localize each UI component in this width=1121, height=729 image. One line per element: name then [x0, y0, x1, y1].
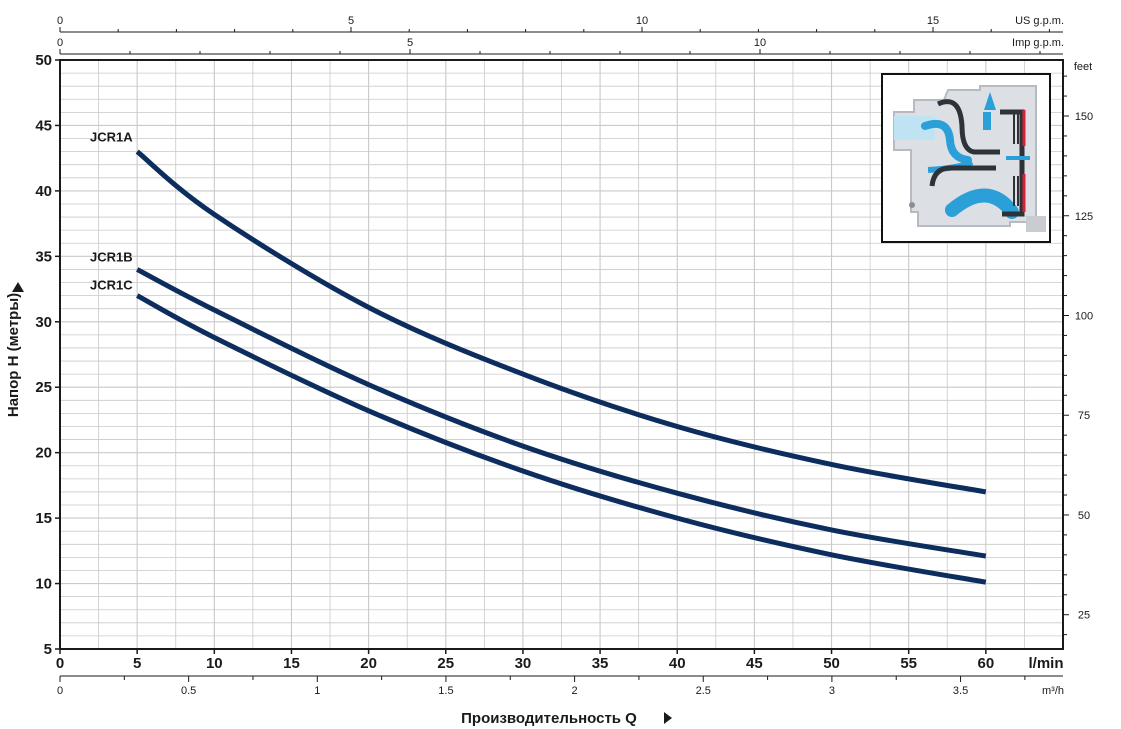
performance-curves: JCR1A JCR1B JCR1C — [90, 130, 987, 585]
imp-gpm-tick-label: 0 — [57, 37, 63, 49]
series-line-jcr1b — [136, 267, 987, 559]
m3h-tick-label: 1.5 — [438, 685, 453, 697]
us-gpm-tick-label: 15 — [927, 15, 939, 27]
x-axis-arrow-icon — [664, 712, 672, 724]
y-tick-label: 5 — [44, 641, 52, 658]
m3h-tick-label: 2.5 — [696, 685, 711, 697]
y-tick-label: 40 — [35, 183, 52, 200]
x-axis-title: Производительность Q — [461, 710, 637, 727]
y-tick-label: 35 — [35, 248, 52, 265]
x-tick-label: 5 — [133, 655, 141, 672]
x-tick-label: 60 — [978, 655, 995, 672]
feet-tick-label: 25 — [1078, 610, 1090, 622]
x-tick-label: 25 — [437, 655, 454, 672]
imp-gpm-tick-label: 5 — [407, 37, 413, 49]
m3h-tick-label: 2 — [572, 685, 578, 697]
x-tick-label: 15 — [283, 655, 300, 672]
imp-gpm-tick-label: 10 — [754, 37, 766, 49]
y-tick-label: 20 — [35, 445, 52, 462]
us-gpm-tick-label: 5 — [348, 15, 354, 27]
x-tick-label: 10 — [206, 655, 223, 672]
axes: 0 5 10 15 20 25 30 35 40 45 50 55 60 l/min51015202530… — [5, 15, 1093, 727]
series-label-jcr1a: JCR1A — [90, 130, 133, 145]
x-tick-label: 0 — [56, 655, 64, 672]
m3h-tick-label: 0 — [57, 685, 63, 697]
x-tick-label: 30 — [515, 655, 532, 672]
x-tick-label: 55 — [900, 655, 917, 672]
series-line-jcr1c — [136, 293, 987, 585]
x-tick-label: 35 — [592, 655, 609, 672]
feet-tick-label: 150 — [1075, 111, 1093, 123]
y-axis-title: Напор H (метры) — [5, 293, 22, 417]
x-tick-label: 40 — [669, 655, 686, 672]
m3h-tick-label: 1 — [314, 685, 320, 697]
feet-tick-label: 100 — [1075, 310, 1093, 322]
m3h-tick-label: 0.5 — [181, 685, 196, 697]
y-tick-label: 30 — [35, 314, 52, 331]
x-tick-label: 50 — [823, 655, 840, 672]
feet-unit: feet — [1074, 61, 1092, 73]
y-tick-label: 45 — [35, 117, 52, 134]
feet-tick-label: 50 — [1078, 510, 1090, 522]
y-tick-label: 10 — [35, 576, 52, 593]
us-gpm-tick-label: 0 — [57, 15, 63, 27]
pump-cross-section-diagram — [881, 73, 1051, 243]
us-gpm-tick-label: 10 — [636, 15, 648, 27]
x-tick-label: 20 — [360, 655, 377, 672]
m3h-tick-label: 3.5 — [953, 685, 968, 697]
y-axis-arrow-icon — [12, 282, 24, 292]
x-axis-unit: l/min — [1028, 655, 1063, 672]
series-label-jcr1c: JCR1C — [90, 278, 133, 293]
x-tick-label: 45 — [746, 655, 763, 672]
feet-tick-label: 75 — [1078, 410, 1090, 422]
series-label-jcr1b: JCR1B — [90, 249, 133, 264]
plot-frame — [59, 59, 1064, 650]
feet-tick-label: 125 — [1075, 211, 1093, 223]
series-line-jcr1a — [135, 149, 987, 495]
us-gpm-unit: US g.p.m. — [1015, 15, 1064, 27]
m3h-tick-label: 3 — [829, 685, 835, 697]
y-tick-label: 50 — [35, 52, 52, 69]
m3h-unit: m³/h — [1042, 685, 1064, 697]
imp-gpm-unit: Imp g.p.m. — [1012, 37, 1064, 49]
y-tick-label: 15 — [35, 510, 52, 527]
y-tick-label: 25 — [35, 379, 52, 396]
